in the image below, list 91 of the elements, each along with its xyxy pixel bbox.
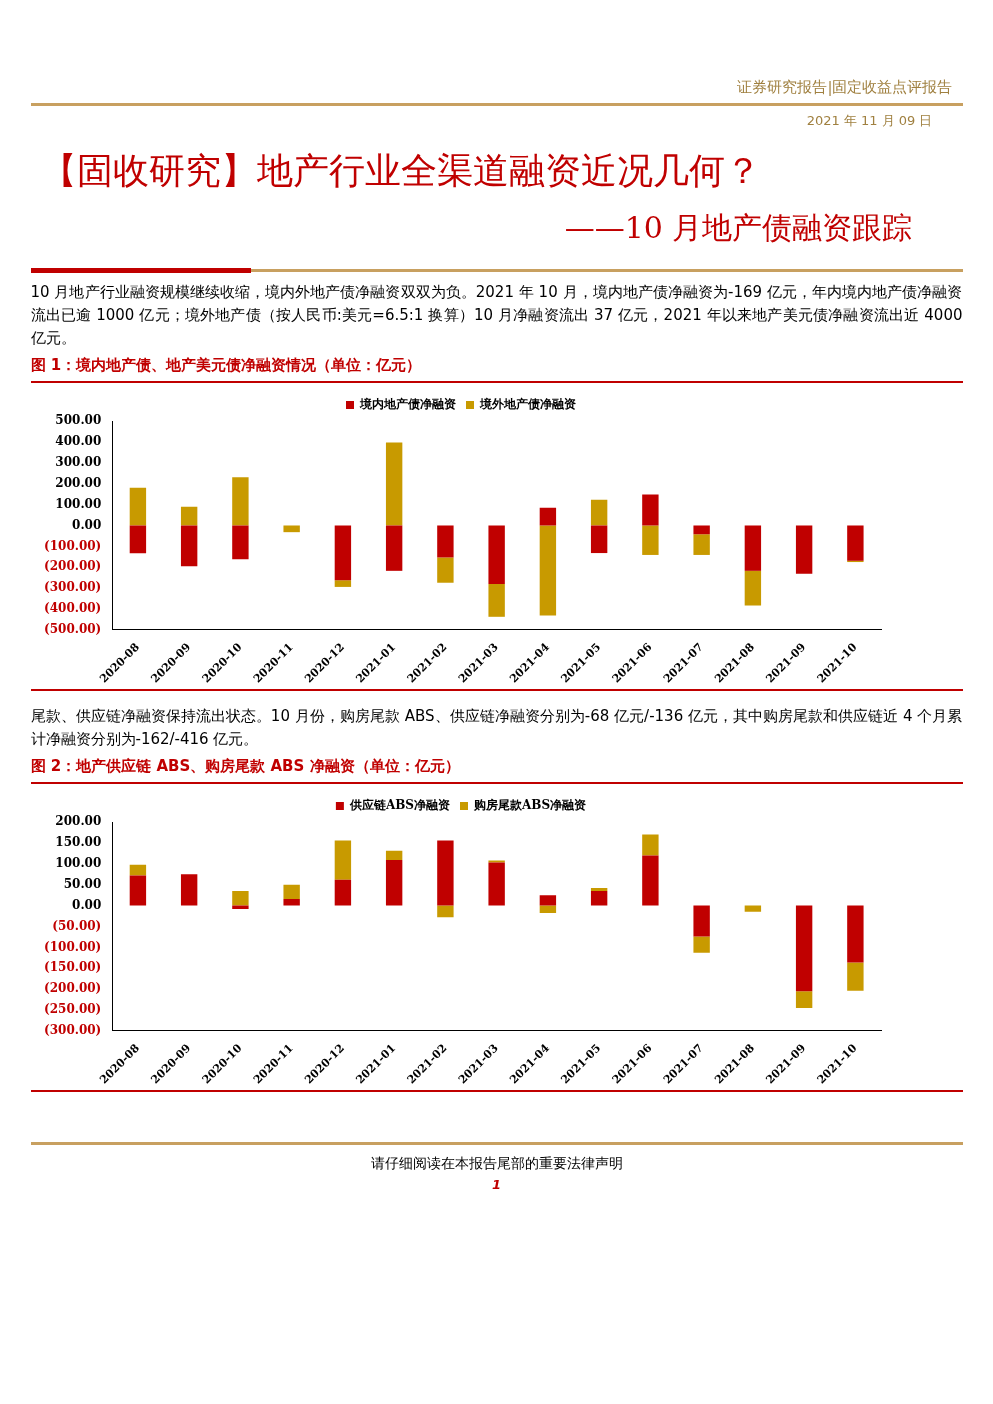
y-tick-label: 100.00 — [54, 855, 101, 870]
bar — [692, 525, 710, 535]
bar — [282, 898, 300, 906]
bar — [487, 860, 505, 863]
bar — [385, 850, 402, 861]
text: 10 月地产行业融资规模继续收缩，境内外地产债净融资双双为负。2021 年 10 月，境内地产债净融资为-169 亿元，年内境内地产债净融资流出已逾 1000 亿元；境外地产债（按人民币:美元=6.5:1 换算）10 月净融资流出 37 亿元，2021 年以来地产美元债净融资流出近 4000 亿元。 — [30, 282, 963, 349]
y-tick-label: (200.00) — [43, 559, 101, 574]
y-tick-label: (200.00) — [43, 981, 101, 996]
y-tick-label: (300.00) — [43, 580, 101, 595]
bar — [692, 936, 710, 953]
text: 请仔细阅读在本报告尾部的重要法律声明 — [369, 1155, 624, 1173]
y-tick-label: 50.00 — [63, 876, 101, 891]
bar — [385, 860, 402, 906]
bar — [846, 525, 864, 561]
bar — [231, 477, 249, 526]
bar — [641, 834, 659, 856]
bar — [590, 888, 607, 891]
text: 尾款、供应链净融资保持流出状态。10 月份，购房尾款 ABS、供应链净融资分别为-68 亿元/-136 亿元，其中购房尾款和供应链近 4 个月累计净融资分别为-162/-416 亿元。 — [30, 706, 963, 750]
bar — [539, 525, 556, 616]
bar — [487, 525, 505, 584]
bar — [129, 525, 146, 554]
bar — [692, 905, 710, 937]
bar — [436, 840, 454, 906]
chart-title: 图 2：地产供应链 ABS、购房尾款 ABS 净融资（单位：亿元） — [30, 757, 963, 784]
bar — [641, 525, 659, 555]
bar — [129, 487, 146, 526]
bar — [180, 506, 197, 526]
bar — [129, 864, 146, 876]
bar — [487, 862, 505, 906]
bar — [231, 890, 249, 906]
legend-label: 供应链ABS净融资 — [348, 798, 450, 813]
y-tick-label: 0.00 — [71, 517, 101, 532]
bar — [590, 525, 607, 554]
bar — [692, 534, 710, 555]
bar — [744, 905, 761, 912]
bar — [436, 557, 454, 583]
bar — [539, 507, 556, 526]
bar — [231, 525, 249, 560]
bar — [180, 525, 197, 567]
bar — [539, 905, 556, 914]
y-tick-label: 300.00 — [54, 454, 101, 469]
legend-label: 购房尾款ABS净融资 — [472, 798, 586, 813]
bar — [180, 874, 197, 906]
bar — [436, 525, 454, 558]
y-tick-label: 500.00 — [54, 413, 101, 428]
bar — [334, 580, 351, 587]
bar — [231, 905, 249, 909]
y-tick-label: (250.00) — [43, 1002, 101, 1017]
text: 证券研究报告|固定收益点评报告 — [30, 8, 963, 106]
bar — [641, 855, 659, 906]
bar — [795, 905, 812, 992]
y-tick-label: 150.00 — [54, 835, 101, 850]
bar — [590, 499, 607, 526]
bar — [744, 525, 761, 571]
y-tick-label: (150.00) — [43, 960, 101, 975]
bar — [846, 962, 864, 991]
y-tick-label: (400.00) — [43, 601, 101, 616]
bar — [795, 991, 812, 1008]
bar — [487, 583, 505, 617]
bar — [385, 525, 402, 571]
bar — [129, 875, 146, 906]
y-tick-label: 200.00 — [54, 814, 101, 829]
bar — [385, 442, 402, 526]
legend-label: 境内地产债净融资 — [358, 397, 456, 412]
legend-label: 境外地产债净融资 — [478, 397, 576, 412]
text: 【固收研究】地产行业全渠道融资近况几何？ — [39, 149, 762, 193]
y-tick-label: (300.00) — [43, 1023, 101, 1038]
bar — [744, 570, 761, 606]
bar — [282, 884, 300, 899]
y-tick-label: (100.00) — [43, 939, 101, 954]
y-tick-label: (100.00) — [43, 538, 101, 553]
y-tick-label: 400.00 — [54, 434, 101, 449]
bar — [641, 494, 659, 526]
bar — [795, 525, 812, 574]
bar — [539, 895, 556, 906]
chart-title: 图 1：境内地产债、地产美元债净融资情况（单位：亿元） — [30, 356, 963, 383]
text: ——10 月地产债融资跟踪 — [563, 209, 914, 247]
bar — [334, 840, 351, 880]
y-tick-label: 200.00 — [54, 475, 101, 490]
bar — [846, 905, 864, 963]
y-tick-label: 0.00 — [71, 897, 101, 912]
y-tick-label: 100.00 — [54, 496, 101, 511]
bar — [436, 905, 454, 918]
bar — [334, 879, 351, 906]
text: 1 — [490, 1177, 502, 1192]
bar — [590, 890, 607, 906]
y-tick-label: (50.00) — [51, 918, 101, 933]
bar — [334, 525, 351, 581]
y-tick-label: (500.00) — [43, 622, 101, 637]
text: 2021 年 11 月 09 日 — [805, 112, 934, 130]
bar — [282, 525, 300, 533]
